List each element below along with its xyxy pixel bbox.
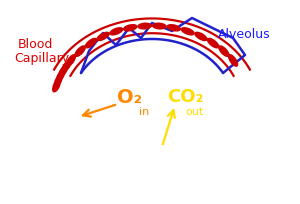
Ellipse shape [96, 32, 110, 42]
Text: Blood: Blood [18, 38, 53, 51]
Ellipse shape [61, 61, 71, 73]
Text: in: in [139, 106, 149, 116]
Ellipse shape [109, 28, 123, 36]
Text: out: out [185, 106, 203, 116]
Text: Alveolus: Alveolus [218, 28, 271, 41]
Ellipse shape [181, 28, 195, 36]
Text: Capillary: Capillary [14, 52, 69, 65]
Ellipse shape [58, 66, 68, 78]
Ellipse shape [66, 55, 76, 68]
Ellipse shape [194, 32, 208, 42]
Ellipse shape [85, 39, 97, 49]
Ellipse shape [228, 55, 238, 68]
Ellipse shape [74, 46, 86, 58]
Ellipse shape [137, 23, 152, 30]
Ellipse shape [56, 70, 65, 83]
Ellipse shape [152, 23, 167, 30]
Ellipse shape [123, 25, 138, 32]
Ellipse shape [52, 80, 61, 93]
Ellipse shape [207, 39, 219, 49]
Text: O₂: O₂ [117, 88, 142, 107]
Ellipse shape [218, 46, 230, 58]
Ellipse shape [54, 75, 63, 88]
Ellipse shape [167, 25, 181, 32]
Text: CO₂: CO₂ [167, 88, 203, 105]
